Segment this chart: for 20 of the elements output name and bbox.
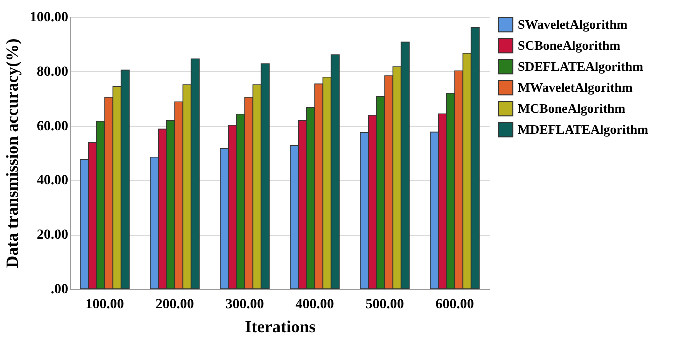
y-tick-label: 20.00 <box>37 228 68 244</box>
legend-label: SDEFLATEAlgorithm <box>518 59 644 74</box>
x-axis-title: Iterations <box>245 318 316 336</box>
x-tick-label: 200.00 <box>156 298 194 312</box>
legend-label: MWaveletAlgorithm <box>518 80 633 95</box>
legend-label: MDEFLATEAlgorithm <box>518 122 649 137</box>
legend-label: SWaveletAlgorithm <box>518 17 628 32</box>
x-tick-label: 500.00 <box>366 298 404 312</box>
y-tick-label: 100.00 <box>30 10 68 26</box>
x-tick-label: 400.00 <box>296 298 334 312</box>
y-tick-label: 80.00 <box>37 64 68 80</box>
y-tick-label: 60.00 <box>37 119 68 134</box>
x-tick-label: 600.00 <box>436 298 474 312</box>
y-axis-title: Data transmission accuracy(%) <box>3 38 22 268</box>
legend-label: SCBoneAlgorithm <box>518 38 621 53</box>
y-tick-label: .00 <box>51 282 68 298</box>
x-tick-label: 300.00 <box>226 298 264 312</box>
legend-label: MCBoneAlgorithm <box>518 101 626 116</box>
x-tick-label: 100.00 <box>86 298 124 312</box>
y-tick-label: 40.00 <box>37 174 68 189</box>
